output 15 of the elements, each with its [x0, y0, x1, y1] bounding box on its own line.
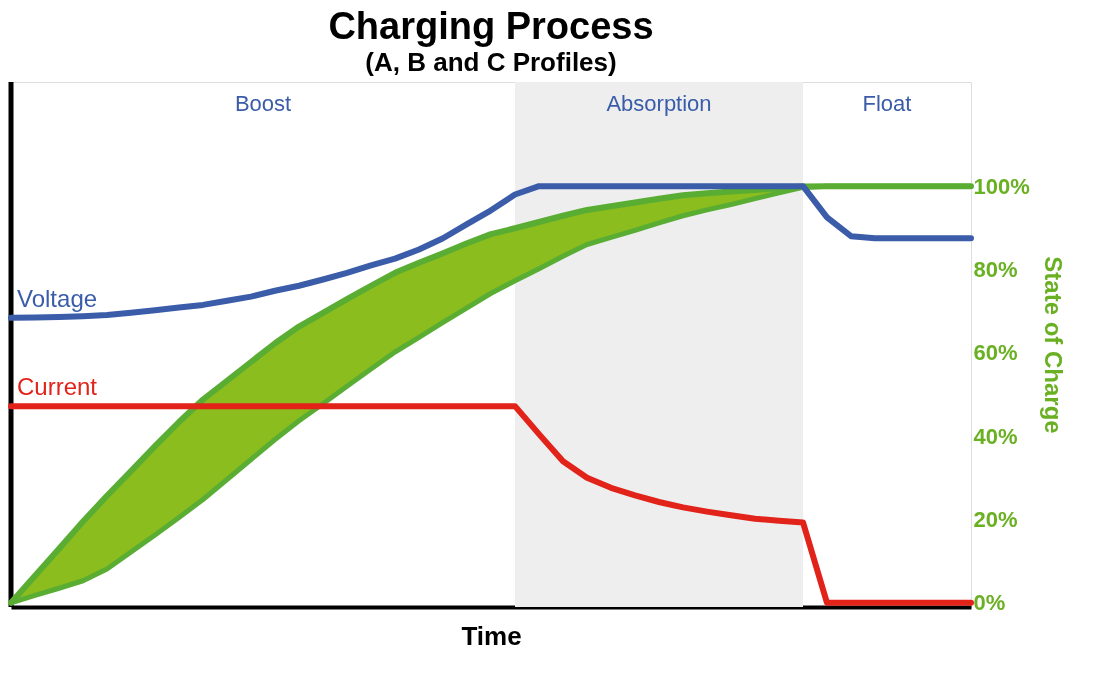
chart-title: Charging Process: [328, 4, 654, 47]
series-label: Current: [17, 373, 98, 401]
y-tick-label: 60%: [973, 340, 1018, 366]
annotation: Float: [862, 91, 912, 116]
y-tick-label: 20%: [973, 507, 1018, 532]
y-tick-label: 80%: [973, 257, 1018, 282]
annotation: Absorption: [606, 91, 712, 116]
y-tick-label: 100%: [973, 173, 1030, 199]
x-axis-title: Time: [461, 620, 522, 651]
chart-subtitle: (A, B and C Profiles): [365, 46, 617, 77]
y-tick-label: 0%: [973, 590, 1006, 616]
y-tick-label: 40%: [973, 423, 1018, 449]
annotation: Boost: [234, 91, 292, 116]
y-axis-title: State of Charge: [1039, 256, 1067, 434]
series-label: Voltage: [17, 284, 98, 312]
